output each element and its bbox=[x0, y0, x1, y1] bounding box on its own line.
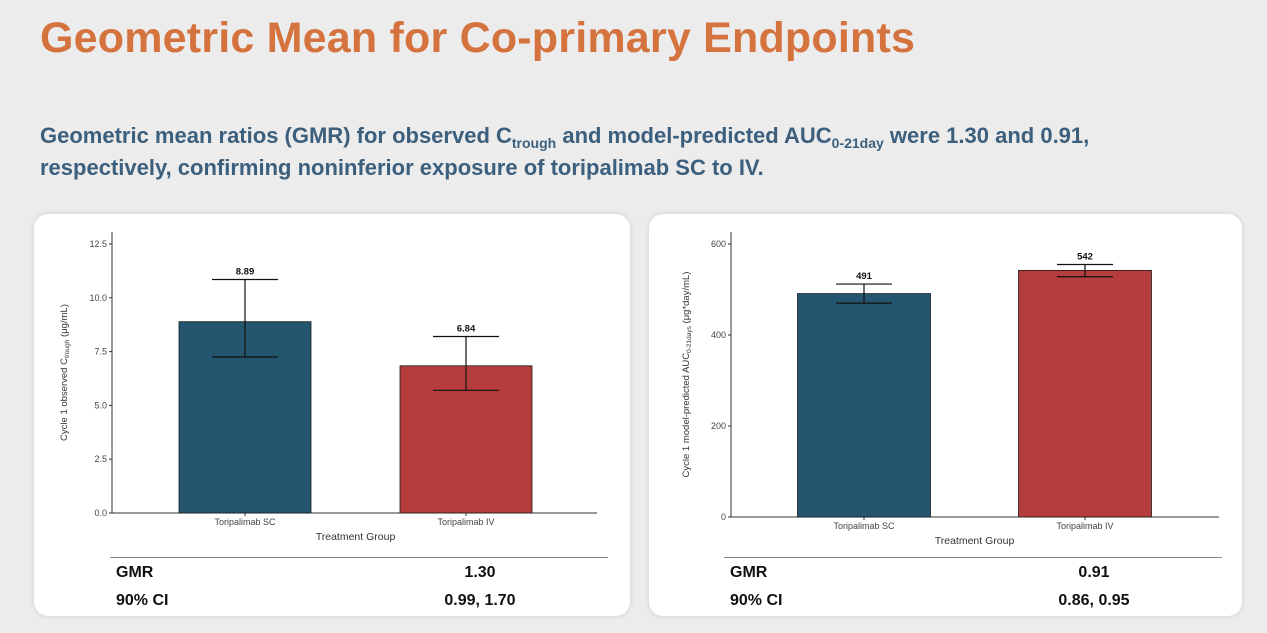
y-tick-label: 10.0 bbox=[89, 293, 107, 303]
y-tick-label: 0 bbox=[721, 512, 726, 522]
stats-row-ci: 90% CI 0.86, 0.95 bbox=[724, 586, 1222, 614]
chart-card-auc: 0 200 400 600 491 Toripalimab SC 542 Toripalima… bbox=[649, 214, 1242, 616]
stats-label: 90% CI bbox=[116, 592, 169, 609]
x-tick-label: Toripalimab IV bbox=[1056, 521, 1113, 531]
stats-value: 0.91 bbox=[1078, 564, 1110, 581]
x-tick-label: Toripalimab IV bbox=[437, 517, 494, 527]
stats-label: 90% CI bbox=[730, 592, 783, 609]
bar bbox=[1018, 269, 1152, 518]
y-axis-title-main: Cycle 1 model-predicted AUC bbox=[681, 353, 692, 478]
data-label: 542 bbox=[1077, 251, 1093, 262]
y-axis-title-main: Cycle 1 observed C bbox=[59, 358, 70, 441]
y-tick-label: 0.0 bbox=[94, 508, 107, 518]
y-tick-label: 12.5 bbox=[89, 239, 107, 249]
y-tick-label: 7.5 bbox=[94, 347, 107, 357]
stats-row-ci: 90% CI 0.99, 1.70 bbox=[110, 586, 608, 614]
y-axis-title-sub: 0-21days bbox=[686, 325, 693, 352]
stats-label: GMR bbox=[730, 564, 768, 581]
x-tick-label: Toripalimab SC bbox=[214, 517, 276, 527]
stats-label: GMR bbox=[116, 564, 154, 581]
x-tick-label: Toripalimab SC bbox=[833, 521, 895, 531]
y-axis-title: Cycle 1 model-predicted AUC0-21days (μg*… bbox=[681, 272, 693, 478]
x-axis-title: Treatment Group bbox=[935, 535, 1015, 547]
stats-table-auc: GMR 0.91 90% CI 0.86, 0.95 bbox=[724, 557, 1222, 614]
data-label: 6.84 bbox=[457, 324, 476, 335]
auc-bar-chart: 0 200 400 600 491 Toripalimab SC 542 Toripalima… bbox=[681, 232, 1219, 547]
stats-table-ctrough: GMR 1.30 90% CI 0.99, 1.70 bbox=[110, 557, 608, 614]
bar bbox=[797, 293, 931, 518]
y-tick-label: 5.0 bbox=[94, 400, 107, 410]
y-tick-label: 600 bbox=[711, 239, 726, 249]
page-title: Geometric Mean for Co-primary Endpoints bbox=[40, 14, 916, 62]
y-axis-title-unit: (μg/mL) bbox=[59, 304, 70, 340]
data-label: 8.89 bbox=[236, 267, 255, 278]
y-axis-title-sub: trough bbox=[64, 339, 71, 358]
stats-value: 0.86, 0.95 bbox=[1058, 592, 1130, 609]
x-axis-title: Treatment Group bbox=[316, 531, 396, 543]
stats-row-gmr: GMR 1.30 bbox=[110, 558, 608, 586]
subtitle-sub2: 0-21day bbox=[831, 135, 884, 151]
subtitle-part1: Geometric mean ratios (GMR) for observed… bbox=[40, 123, 512, 148]
y-tick-label: 200 bbox=[711, 421, 726, 431]
subtitle-sub1: trough bbox=[511, 135, 557, 151]
chart-card-ctrough: 0.0 2.5 5.0 7.5 10.0 12.5 8.89 Toripalimab SC 6.… bbox=[34, 214, 630, 616]
stats-value: 1.30 bbox=[464, 564, 496, 581]
data-label: 491 bbox=[856, 271, 873, 282]
y-tick-label: 400 bbox=[711, 330, 726, 340]
y-tick-label: 2.5 bbox=[94, 454, 107, 464]
subtitle-part3: were 1.30 and 0.91, respectively, confir… bbox=[40, 123, 1090, 180]
page-subtitle: Geometric mean ratios (GMR) for observed… bbox=[40, 120, 1220, 184]
stats-row-gmr: GMR 0.91 bbox=[724, 558, 1222, 586]
y-axis-title: Cycle 1 observed Ctrough (μg/mL) bbox=[59, 304, 71, 441]
ctrough-bar-chart: 0.0 2.5 5.0 7.5 10.0 12.5 8.89 Toripalimab SC 6.… bbox=[59, 232, 597, 543]
stats-value: 0.99, 1.70 bbox=[444, 592, 516, 609]
y-axis-title-unit: (μg*day/mL) bbox=[681, 272, 692, 327]
subtitle-part2: and model-predicted AUC bbox=[556, 123, 832, 148]
